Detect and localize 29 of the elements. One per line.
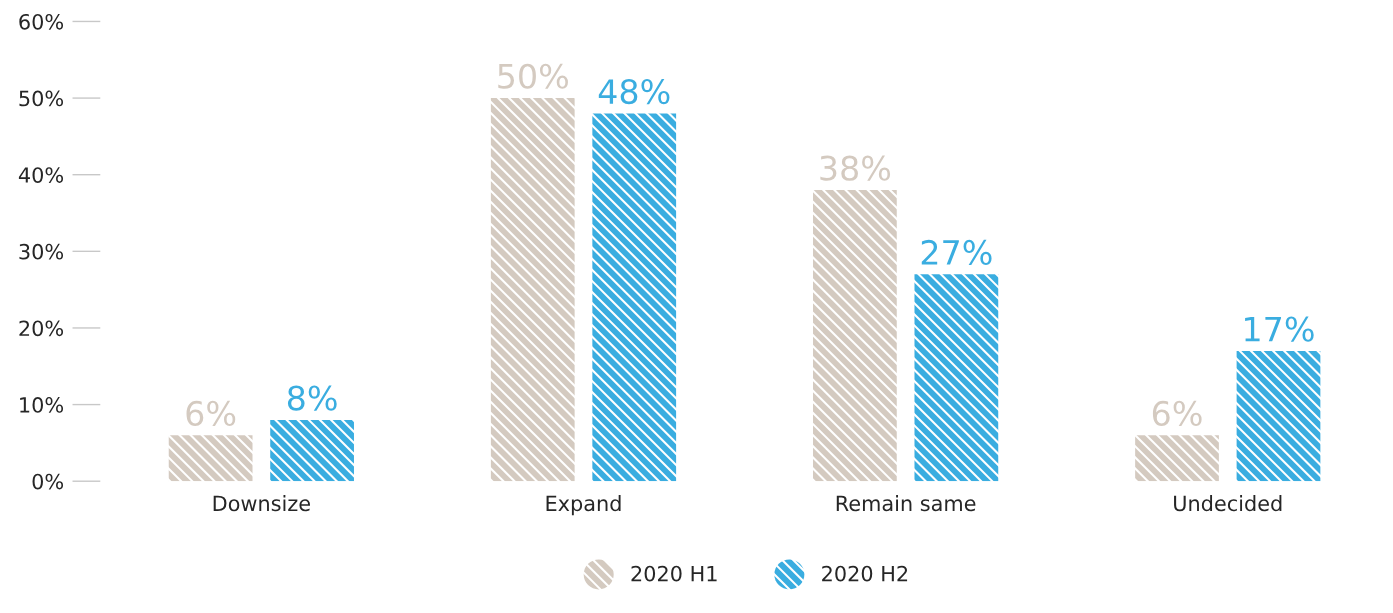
x-tick-label: Undecided: [1174, 495, 1282, 512]
bar: [813, 190, 897, 482]
y-tick-label: 10%: [20, 397, 64, 413]
x-tick-label: Expand: [546, 495, 621, 516]
y-tick-label: 20%: [19, 320, 64, 337]
bar: [1135, 435, 1219, 482]
legend-label: 2020 H2: [822, 565, 908, 582]
legend-label: 2020 H1: [631, 565, 717, 582]
data-label: 38%: [820, 155, 891, 181]
data-label: 48%: [598, 78, 670, 105]
y-tick-label: 0%: [32, 473, 64, 490]
data-label: 6%: [1152, 400, 1202, 426]
bar: [1236, 350, 1321, 482]
data-label: 50%: [498, 63, 568, 89]
y-tick-label: 40%: [18, 167, 64, 183]
bar: [592, 113, 677, 482]
x-tick-label: Downsize: [213, 495, 310, 512]
y-tick-label: 30%: [19, 243, 64, 260]
bar: [490, 98, 575, 482]
data-label: 17%: [1245, 316, 1314, 342]
y-tick-label: 60%: [19, 13, 64, 30]
y-tick-label: 50%: [19, 90, 64, 107]
bar: [270, 419, 354, 482]
data-label: 27%: [921, 239, 992, 266]
x-tick-label: Remain same: [836, 495, 976, 512]
data-label: 6%: [186, 400, 236, 426]
bar: [914, 274, 999, 482]
bar: [168, 435, 253, 482]
data-label: 8%: [287, 385, 337, 411]
